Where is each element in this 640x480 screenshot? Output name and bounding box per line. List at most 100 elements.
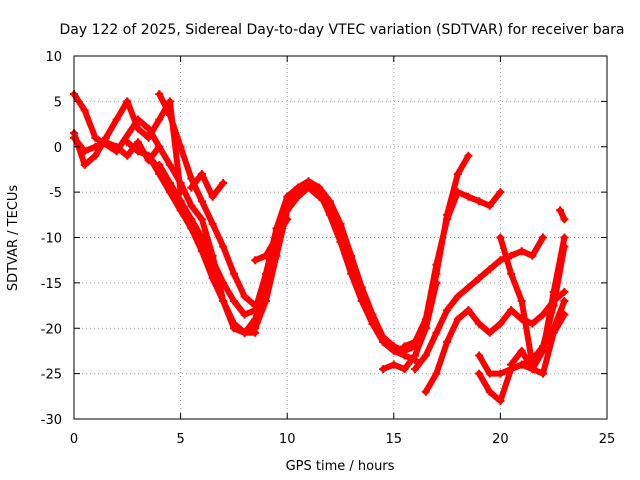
data-point (187, 201, 196, 210)
data-point (539, 233, 547, 242)
data-point (176, 142, 185, 151)
data-point (283, 215, 292, 224)
y-axis-label: SDTVAR / TECUs (6, 185, 21, 292)
data-point (123, 97, 132, 106)
data-point (197, 233, 206, 242)
x-tick-label: 0 (70, 432, 78, 447)
data-point (80, 160, 89, 169)
data-series-sat-l (411, 233, 547, 374)
data-point (229, 297, 238, 305)
data-point (80, 147, 89, 156)
data-point (91, 142, 100, 151)
data-point (123, 151, 132, 160)
data-point (357, 283, 366, 292)
series-line (252, 216, 291, 264)
y-tick-label: -30 (41, 413, 62, 428)
data-series-layer (70, 90, 569, 405)
data-series-sat-j (379, 151, 473, 374)
data-point (240, 328, 249, 337)
data-point (432, 260, 441, 269)
data-point (240, 292, 249, 301)
data-point (560, 233, 569, 242)
data-point (517, 346, 526, 355)
data-point (443, 337, 452, 346)
data-point (453, 292, 462, 301)
data-point (219, 179, 228, 187)
data-point (155, 115, 164, 124)
data-point (134, 115, 142, 124)
y-tick-label: -10 (41, 232, 62, 247)
data-point (325, 197, 334, 206)
data-point (539, 346, 547, 355)
data-point (453, 170, 462, 178)
x-tick-label: 10 (279, 432, 296, 447)
series-line (401, 189, 504, 350)
data-point (219, 242, 228, 251)
series-line (422, 288, 568, 395)
data-series-sat-q (507, 233, 569, 374)
data-point (517, 247, 526, 256)
data-point (176, 197, 185, 206)
data-point (283, 192, 292, 201)
data-point (165, 179, 174, 187)
data-point (485, 265, 494, 274)
data-point (165, 97, 174, 106)
data-point (112, 147, 121, 156)
data-point (261, 287, 270, 296)
data-point (208, 274, 217, 283)
data-point (560, 297, 569, 305)
data-point (187, 215, 196, 224)
data-point (389, 360, 398, 369)
data-point (208, 256, 217, 265)
data-series-sat-g (155, 90, 441, 355)
y-tick-label: -15 (41, 277, 62, 292)
data-point (208, 192, 217, 201)
data-point (123, 138, 132, 147)
data-point (485, 328, 494, 337)
data-point (517, 360, 526, 369)
data-point (144, 124, 153, 133)
x-tick-label: 5 (176, 432, 184, 447)
y-tick-label: 10 (45, 50, 62, 65)
y-tick-label: -5 (49, 186, 62, 201)
x-axis-label: GPS time / hours (286, 459, 395, 474)
data-point (464, 306, 473, 315)
data-point (155, 142, 164, 151)
data-point (432, 369, 441, 378)
data-point (389, 342, 398, 351)
data-point (165, 160, 174, 169)
axis-ticks: 0 5 10 15 20 25 10 5 0 -5 -10 -15 -20 -25 -30 (41, 50, 616, 447)
data-point (197, 247, 206, 256)
data-point (304, 179, 313, 187)
data-point (134, 147, 142, 156)
data-point (485, 387, 494, 396)
data-point (475, 351, 484, 360)
series-line (380, 152, 472, 373)
data-point (187, 174, 196, 183)
data-point (475, 274, 484, 283)
y-tick-label: -20 (41, 322, 62, 337)
data-point (507, 306, 516, 315)
data-point (421, 387, 430, 396)
data-point (464, 151, 473, 160)
data-point (187, 183, 196, 192)
data-point (528, 251, 537, 260)
data-series-sat-i (251, 215, 292, 265)
data-point (421, 315, 430, 324)
data-point (464, 192, 473, 201)
data-point (112, 115, 121, 124)
data-point (219, 278, 228, 287)
data-series-sat-a (70, 97, 185, 197)
series-line (71, 91, 259, 336)
data-point (144, 151, 153, 160)
data-point (411, 337, 420, 346)
y-tick-label: 5 (54, 95, 62, 110)
data-point (528, 319, 537, 328)
data-point (496, 233, 505, 242)
data-point (208, 219, 217, 228)
data-point (528, 365, 537, 374)
x-tick-label: 25 (599, 432, 616, 447)
x-tick-label: 15 (386, 432, 403, 447)
series-line (508, 234, 568, 373)
